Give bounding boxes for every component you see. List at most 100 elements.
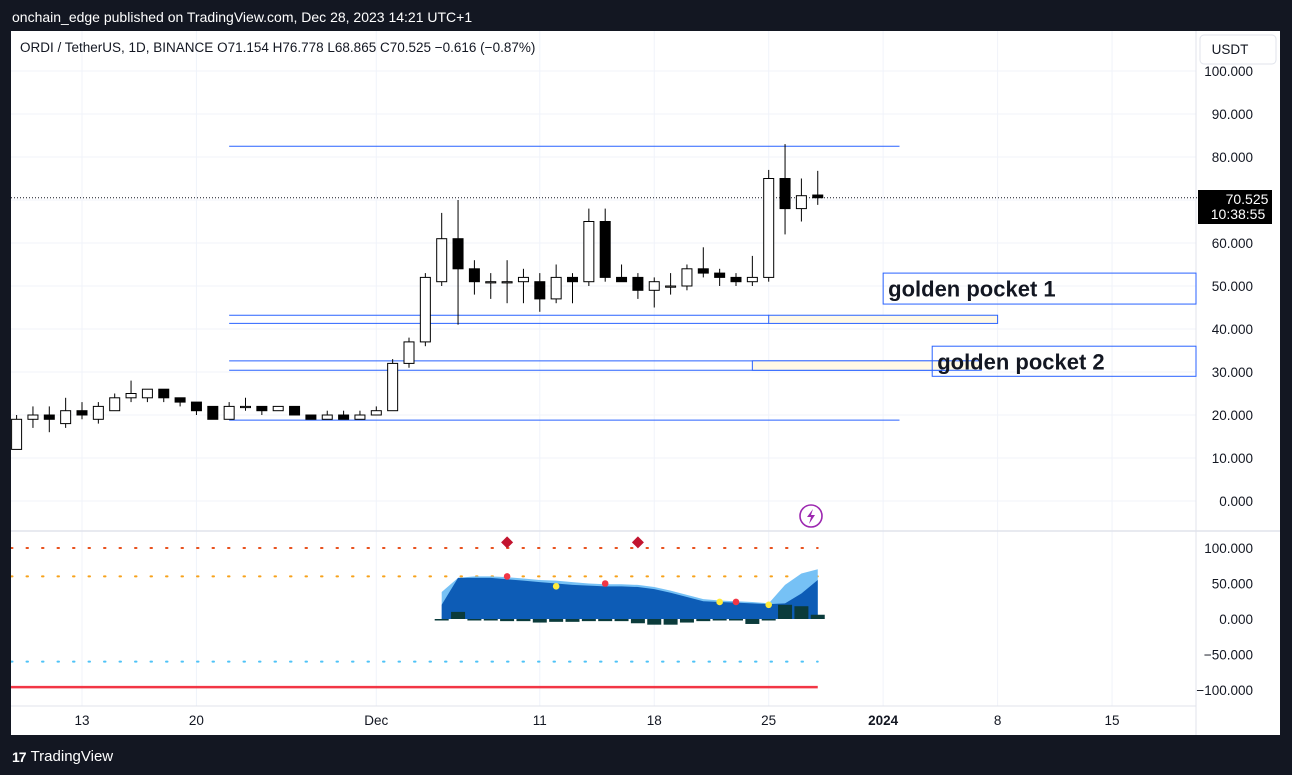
candle-body — [583, 221, 595, 283]
candle-body — [223, 405, 235, 420]
chart-panel[interactable]: golden pocket 1 golden pocket 2 100.000 90… — [11, 31, 1280, 735]
osc-bar — [598, 619, 613, 622]
annotations[interactable]: golden pocket 1 golden pocket 2 — [882, 272, 1197, 377]
time-tick-label: 2024 — [868, 713, 899, 728]
candle-body — [616, 276, 628, 283]
candle-body — [174, 397, 186, 403]
osc-bar — [778, 604, 793, 619]
price-tick-label: 30.000 — [1212, 365, 1253, 380]
ohlc-value: H76.778 — [273, 40, 328, 55]
osc-bar — [549, 619, 564, 622]
time-tick-label: 20 — [189, 713, 204, 728]
price-tick-label: 40.000 — [1212, 322, 1253, 337]
price-tick-label: 10.000 — [1212, 451, 1253, 466]
ohlc-value: −0.616 (−0.87%) — [435, 40, 536, 55]
osc-bar — [532, 619, 547, 623]
osc-diamond — [631, 536, 644, 549]
osc-bar — [794, 606, 809, 619]
candle-body — [321, 414, 333, 420]
currency-label: USDT — [1212, 42, 1249, 57]
osc-bar — [565, 619, 580, 622]
candle-body — [141, 388, 153, 399]
osc-dot — [503, 573, 511, 580]
tradingview-logo-icon: 17 — [12, 749, 27, 765]
osc-tick-label: −100.000 — [1196, 683, 1253, 698]
osc-bar — [451, 611, 466, 619]
drawing-lines[interactable] — [11, 145, 1198, 421]
time-tick-label: 18 — [647, 713, 662, 728]
candle-body — [468, 268, 480, 283]
tradingview-brand: TradingView — [30, 748, 114, 765]
candle-body — [403, 341, 415, 364]
price-tick-label: 50.000 — [1212, 279, 1253, 294]
candle-body — [240, 405, 251, 409]
price-tick-label: 80.000 — [1212, 150, 1253, 165]
time-tick-label: 11 — [533, 713, 547, 728]
candle-body — [370, 410, 382, 416]
candle-body — [338, 414, 350, 420]
candle-body — [812, 194, 824, 199]
symbol-info[interactable]: ORDI / TetherUS, 1D, BINANCE O71.154 H76… — [20, 40, 535, 55]
ohlc-value: O71.154 — [217, 40, 273, 55]
candle-body — [779, 178, 791, 210]
pocket-zone — [768, 314, 999, 324]
candle-body — [256, 405, 268, 412]
chart-svg[interactable]: golden pocket 1 golden pocket 2 100.000 90… — [11, 31, 1280, 735]
candle-body — [43, 414, 55, 420]
candle-body — [419, 276, 431, 343]
golden-pocket-label[interactable]: golden pocket 1 — [888, 277, 1055, 302]
osc-wave-dark — [441, 577, 818, 619]
candle-body — [599, 221, 611, 278]
axes: 100.00090.00080.00070.00060.00050.00040.… — [74, 64, 1253, 728]
candle-body — [795, 195, 807, 210]
osc-bar — [810, 614, 825, 619]
candle-body — [534, 281, 546, 300]
osc-bar — [483, 619, 498, 621]
osc-dot — [601, 580, 609, 587]
osc-tick-label: 0.000 — [1219, 612, 1253, 627]
candle-body — [567, 276, 578, 283]
osc-tick-label: 50.000 — [1212, 577, 1253, 592]
candle-body — [289, 405, 301, 416]
candle-body — [730, 276, 742, 283]
candle-body — [76, 410, 88, 416]
candle-body — [354, 414, 366, 420]
golden-pocket-box — [931, 345, 1197, 377]
candle-body — [272, 405, 284, 412]
time-tick-label: 15 — [1105, 713, 1120, 728]
time-tick-label: 8 — [994, 713, 1002, 728]
candle-body — [632, 276, 644, 291]
candle-body — [648, 281, 660, 291]
lightning-icon[interactable] — [799, 504, 823, 528]
price-tick-label: 20.000 — [1212, 408, 1253, 423]
symbol-title: ORDI / TetherUS, 1D, BINANCE — [20, 40, 217, 55]
osc-dot — [552, 583, 560, 590]
osc-dot — [765, 601, 772, 609]
golden-pocket-label[interactable]: golden pocket 2 — [937, 349, 1104, 374]
candle-body — [665, 285, 677, 288]
candle-body — [109, 397, 121, 412]
pocket-zone — [751, 360, 982, 371]
currency-button[interactable]: USDT — [1199, 34, 1277, 65]
osc-bar — [467, 619, 482, 621]
price-tick-label: 90.000 — [1212, 107, 1253, 122]
osc-diamond — [501, 536, 514, 549]
candle-body — [763, 178, 775, 278]
candle-body — [125, 393, 137, 399]
osc-bar — [516, 619, 531, 622]
candle-body — [697, 268, 709, 274]
candle-body — [305, 414, 317, 420]
price-tick-label: 0.000 — [1219, 494, 1253, 509]
candle-body — [452, 238, 464, 270]
osc-tick-label: −50.000 — [1204, 648, 1253, 663]
time-tick-label: Dec — [364, 713, 388, 728]
osc-bar — [696, 619, 711, 622]
footer: 17 TradingView — [0, 740, 1292, 775]
tradingview-logo[interactable]: 17 TradingView — [12, 747, 113, 767]
candle-body — [27, 414, 39, 420]
price-label: 70.525 10:38:55 — [1198, 190, 1272, 224]
ohlc-value: L68.865 — [327, 40, 380, 55]
time-tick-label: 13 — [74, 713, 89, 728]
candle-body — [158, 388, 170, 399]
candle-body — [11, 418, 23, 450]
